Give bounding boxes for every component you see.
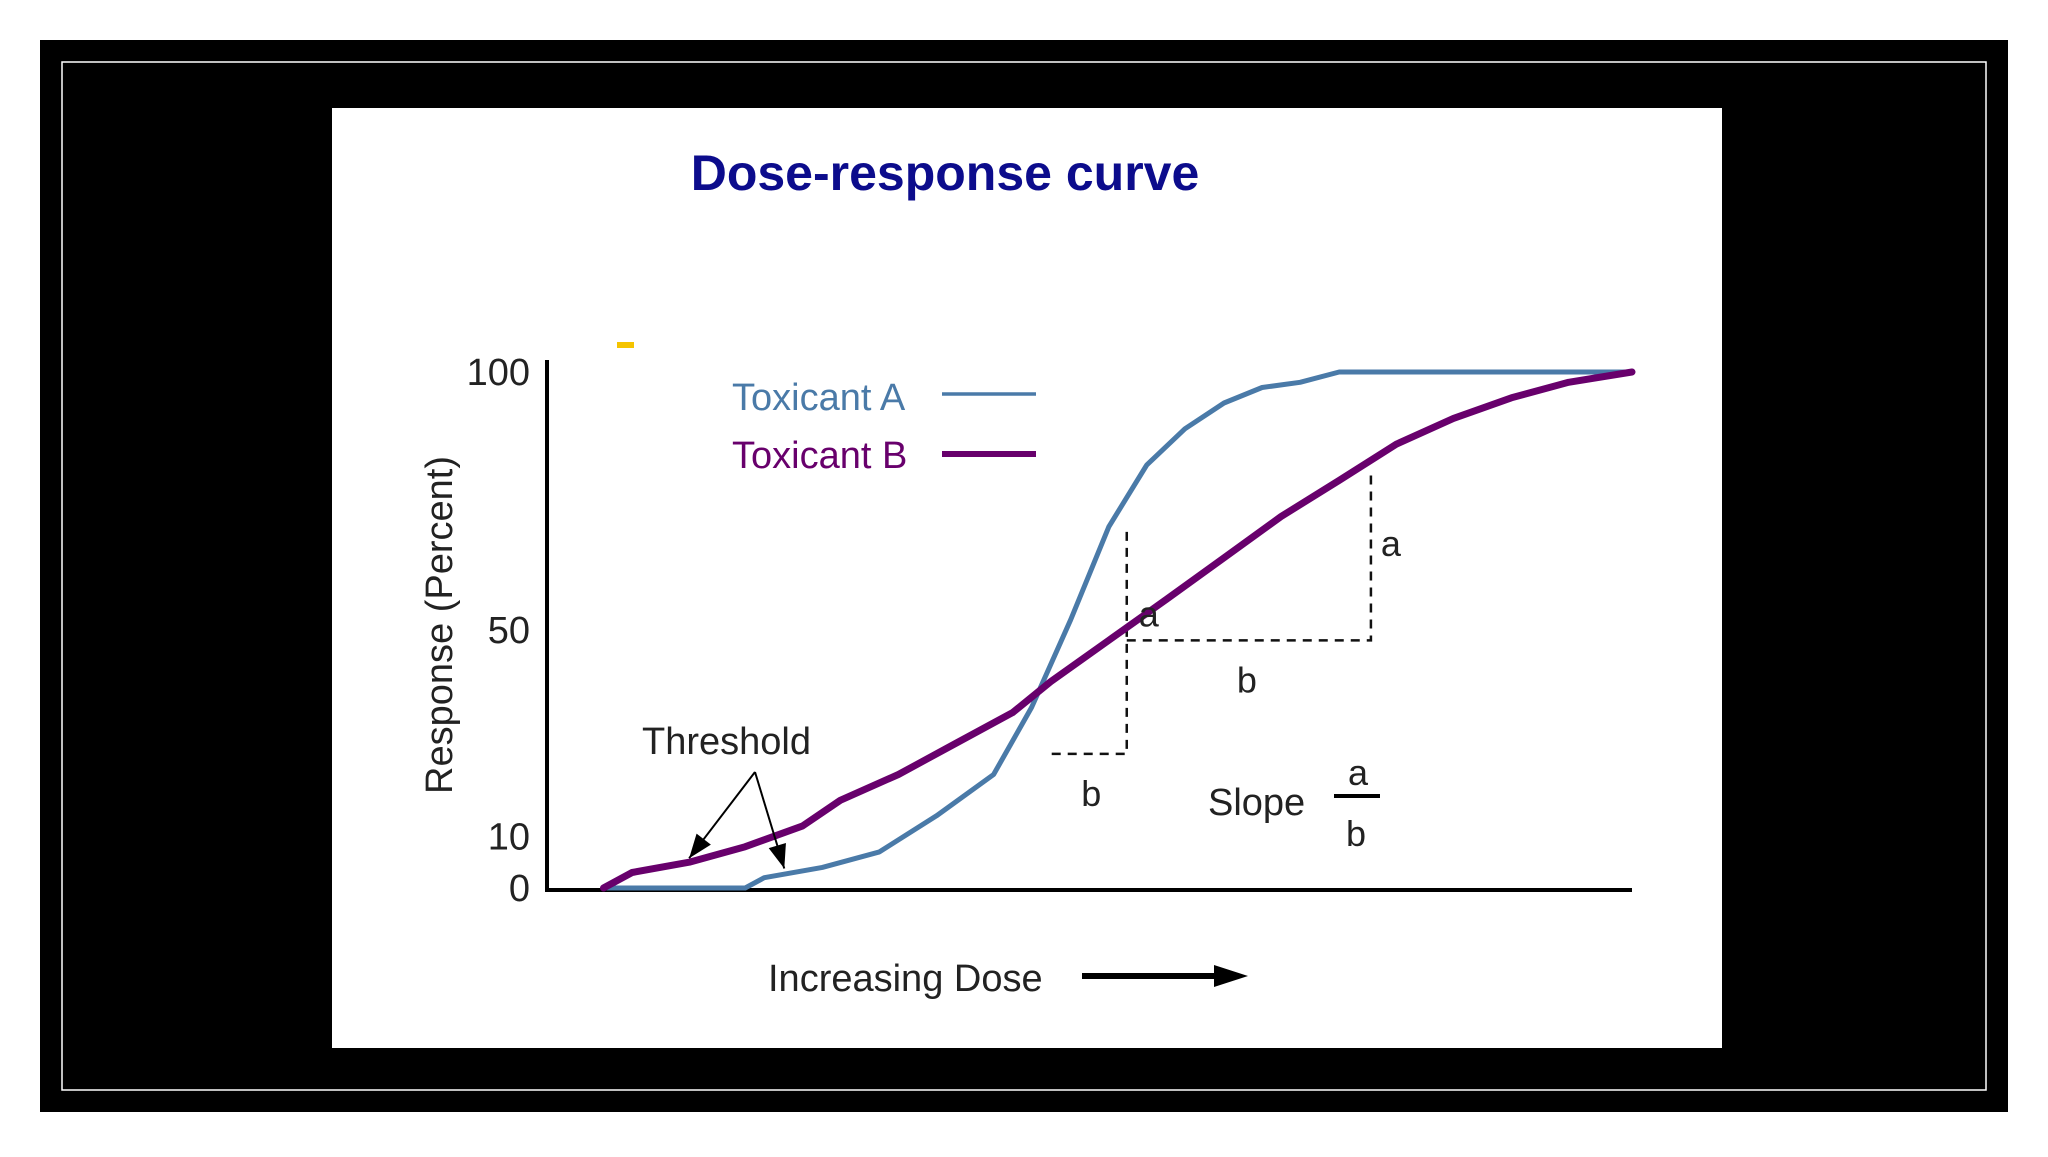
legend-label-toxicant-b: Toxicant B	[732, 435, 907, 477]
threshold-arrowhead-icon-1	[689, 833, 711, 859]
x-axis-label: Increasing Dose	[768, 958, 1043, 1000]
decorative-dash	[617, 342, 634, 348]
y-tick-label-10: 10	[488, 816, 530, 858]
chart-title: Dose-response curve	[691, 145, 1200, 201]
slope-formula: Slope a b	[1208, 752, 1380, 854]
y-tick-label-100: 100	[467, 352, 530, 394]
series-lines	[600, 368, 1636, 892]
legend: Toxicant A Toxicant B	[732, 377, 1036, 477]
threshold-arrows	[688, 771, 786, 869]
y-tick-labels: 0 10 50 100	[467, 352, 530, 910]
legend-label-toxicant-a: Toxicant A	[732, 377, 906, 419]
run-label-toxicant-a: b	[1081, 773, 1101, 814]
x-axis-arrow-icon	[1214, 965, 1248, 987]
rise-label-toxicant-b: a	[1381, 523, 1402, 564]
y-tick-label-50: 50	[488, 610, 530, 652]
rise-label-toxicant-a: a	[1139, 593, 1160, 634]
slope-triangles	[1051, 475, 1373, 756]
slope-label: Slope	[1208, 782, 1305, 824]
slope-denominator: b	[1346, 813, 1366, 854]
y-tick-label-0: 0	[509, 868, 530, 910]
slope-triangle-toxicant-b	[1126, 475, 1373, 642]
series-line-toxicant-b	[600, 368, 1636, 892]
threshold-label: Threshold	[642, 721, 811, 763]
threshold-annotation: Threshold	[642, 721, 811, 869]
y-axis-label: Response (Percent)	[419, 456, 461, 794]
slope-numerator: a	[1348, 752, 1369, 793]
series-line-toxicant-a	[601, 369, 1635, 891]
chart-panel	[332, 108, 1722, 1048]
slide-frame-border	[61, 61, 1987, 1091]
slope-triangle-toxicant-a	[1051, 526, 1128, 756]
run-label-toxicant-b: b	[1237, 659, 1257, 700]
threshold-arrowhead-icon-2	[768, 842, 786, 869]
